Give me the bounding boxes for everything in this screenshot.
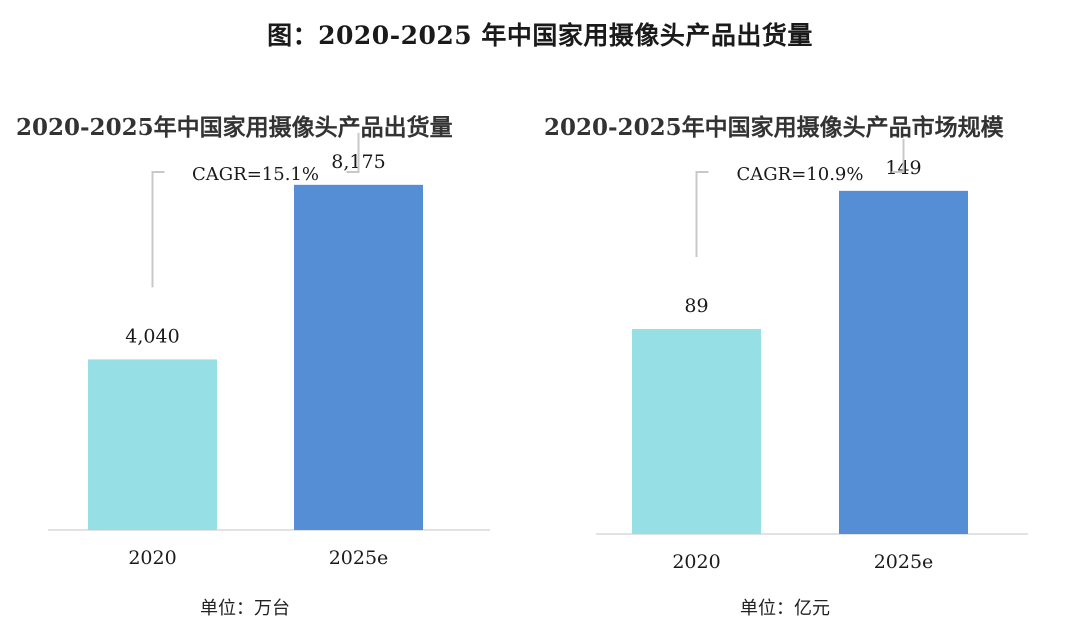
unit-caption: 单位：万台 <box>200 594 290 620</box>
data-label: 89 <box>684 295 708 317</box>
cagr-bracket-left <box>151 171 165 288</box>
market-size-chart: 2020-2025年中国家用摄像头产品市场规模 89 2020 149 2025e CA… <box>540 100 1080 630</box>
cagr-bracket-left <box>695 171 709 258</box>
page-title: 图：2020-2025 年中国家用摄像头产品出货量 <box>267 21 813 50</box>
chart-title: 2020-2025年中国家用摄像头产品出货量 <box>16 114 453 141</box>
x-tick-label: 2020 <box>672 551 720 573</box>
cagr-label: CAGR=10.9% <box>737 164 864 185</box>
unit-label: 单位： <box>200 598 254 619</box>
x-tick-label: 2025e <box>329 547 389 569</box>
bar-2025e <box>839 190 968 534</box>
unit-label: 单位： <box>740 598 794 619</box>
x-tick-label: 2020 <box>128 547 176 569</box>
bar-2020 <box>632 329 761 534</box>
bar-2025e <box>294 184 423 530</box>
cagr-bracket-right <box>346 132 360 173</box>
bar-2020 <box>88 359 217 530</box>
x-tick-label: 2025e <box>874 551 934 573</box>
unit-caption: 单位：亿元 <box>740 594 830 620</box>
cagr-bracket-right <box>891 138 905 173</box>
cagr-label: CAGR=15.1% <box>192 164 319 185</box>
unit-value: 万台 <box>254 598 290 619</box>
chart-title: 2020-2025年中国家用摄像头产品市场规模 <box>544 114 1004 141</box>
data-label: 4,040 <box>125 325 179 347</box>
shipment-chart: 2020-2025年中国家用摄像头产品出货量 4,040 2020 8,175 202… <box>0 100 540 630</box>
unit-value: 亿元 <box>794 598 830 619</box>
